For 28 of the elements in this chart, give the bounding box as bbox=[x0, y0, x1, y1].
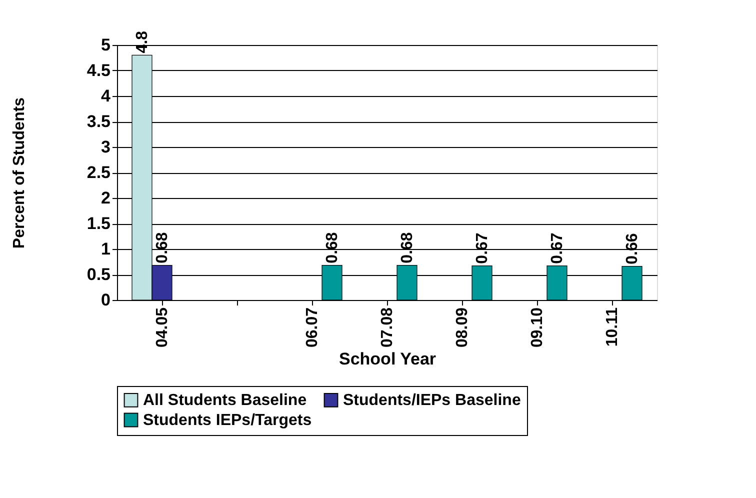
data-label: 0.67 bbox=[549, 232, 566, 264]
legend-label: All Students Baseline bbox=[143, 392, 307, 410]
y-tick-label: 3.5 bbox=[86, 112, 110, 131]
data-label: 0.67 bbox=[474, 232, 491, 264]
y-axis-title: Percent of Students bbox=[10, 97, 28, 249]
legend-label: Students/IEPs Baseline bbox=[343, 392, 521, 410]
y-tick-label: 2.5 bbox=[86, 163, 110, 182]
y-tick-label: 5 bbox=[101, 36, 110, 54]
legend-label: Students IEPs/Targets bbox=[143, 412, 312, 429]
x-tick-label: 09.10 bbox=[529, 307, 546, 348]
data-label: 0.68 bbox=[154, 232, 171, 264]
x-tick-label: 07.08 bbox=[379, 307, 396, 348]
y-tick-label: 3 bbox=[101, 138, 110, 156]
x-axis-title: School Year bbox=[338, 350, 436, 369]
y-tick-label: 1.5 bbox=[86, 214, 110, 233]
x-tick-label: 04.05 bbox=[154, 307, 171, 348]
y-tick-label: 0 bbox=[101, 290, 110, 310]
x-tick-label: 10.11 bbox=[604, 307, 621, 347]
y-tick-label: 1 bbox=[101, 240, 110, 258]
y-tick-label: 0.5 bbox=[86, 265, 110, 284]
y-tick-label: 4.5 bbox=[86, 61, 110, 80]
y-tick-label: 2 bbox=[101, 188, 110, 208]
data-label: 4.8 bbox=[134, 30, 151, 54]
data-label: 0.68 bbox=[399, 232, 416, 264]
x-tick-label: 06.07 bbox=[304, 307, 321, 348]
y-tick-label: 4 bbox=[101, 86, 112, 106]
x-tick-label: 08.09 bbox=[454, 307, 471, 348]
data-label: 0.68 bbox=[324, 232, 341, 264]
